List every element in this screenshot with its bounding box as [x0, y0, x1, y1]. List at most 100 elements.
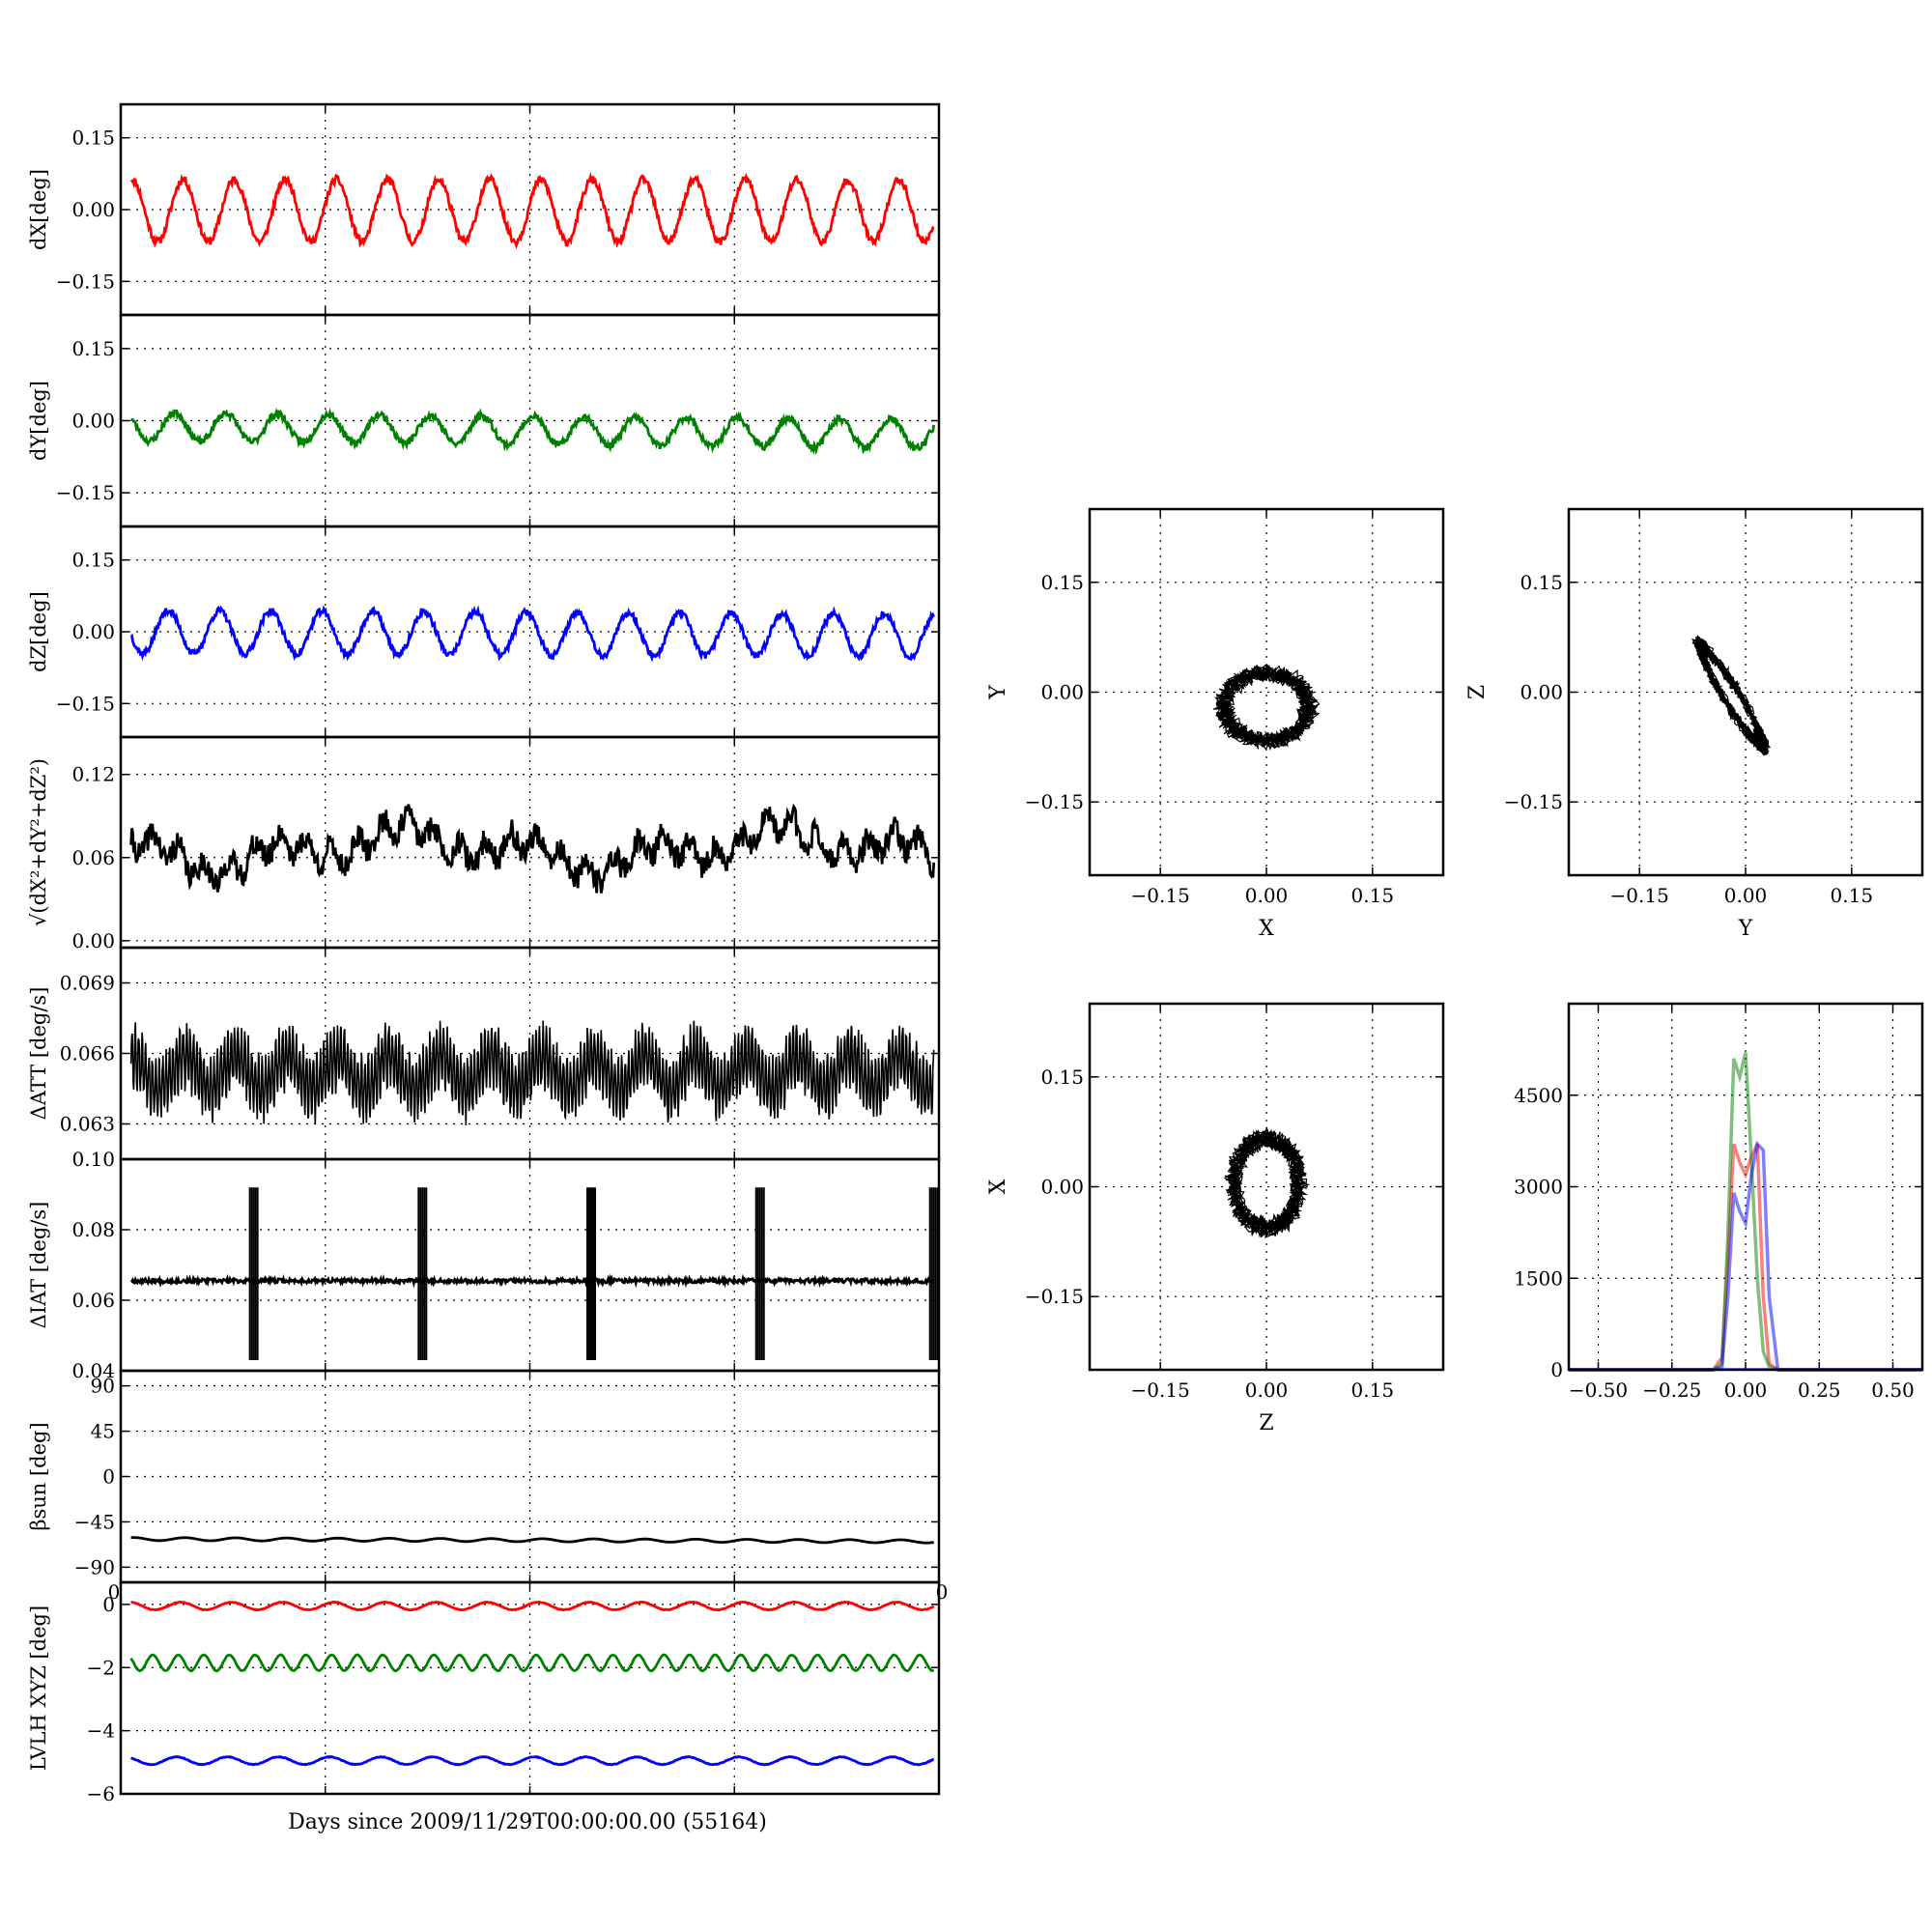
dx-panel: −0.15 0.00 0.15 dX[deg] — [27, 102, 941, 317]
beta-ytick-label: 90 — [91, 1375, 115, 1398]
xy-panel: −0.15 0.00 0.15 −0.15 0.00 0.15 X Y — [986, 507, 1445, 941]
xy-x-axis-label: X — [1259, 917, 1274, 941]
yz-y-axis-label: Z — [1465, 685, 1490, 699]
lvlh-ytick-label: −6 — [87, 1782, 115, 1805]
plot-area: −0.15 0.00 0.15 dX[deg] −0.15 0.00 0.15 dY[deg]… — [27, 102, 1924, 1805]
datt-ytick-label: 0.069 — [60, 972, 115, 995]
stray-tick-label-right: 0 — [936, 1580, 949, 1604]
dtot-ytick-label: 0.12 — [71, 763, 115, 786]
xy-xtick-label: −0.15 — [1131, 884, 1190, 907]
dy-ytick-label: 0.00 — [71, 410, 115, 433]
beta-ytick-label: 45 — [91, 1420, 115, 1443]
lvlh-y-axis-label: LVLH XYZ [deg] — [27, 1605, 50, 1771]
yz-trace — [1690, 635, 1772, 756]
dy-ytick-label: 0.15 — [71, 337, 115, 360]
zx-trace — [1223, 1125, 1311, 1238]
yz-panel: −0.15 0.00 0.15 −0.15 0.00 0.15 Y Z — [1465, 507, 1924, 941]
lvlh-series-0-line — [130, 1600, 935, 1612]
zx-xtick-label: 0.15 — [1351, 1378, 1395, 1402]
yz-ytick-label: 0.15 — [1520, 571, 1563, 594]
zx-xtick-label: 0.00 — [1245, 1378, 1289, 1402]
hist-frame — [1567, 1002, 1924, 1372]
xy-xtick-label: 0.00 — [1245, 884, 1289, 907]
diat-ytick-label: 0.10 — [71, 1148, 115, 1171]
hist-series-0-line — [1569, 1143, 1922, 1372]
diat-series-0-line — [130, 1273, 936, 1289]
yz-ytick-label: −0.15 — [1504, 790, 1563, 813]
dy-series-0-line — [129, 407, 936, 456]
datt-series-0-line — [129, 1020, 935, 1125]
dz-ytick-label: 0.15 — [71, 549, 115, 572]
dz-series-0-line — [130, 605, 935, 663]
beta-ytick-label: −45 — [74, 1510, 115, 1533]
hist-ytick-label: 3000 — [1514, 1176, 1563, 1199]
dx-y-axis-label: dX[deg] — [27, 169, 50, 250]
hist-xtick-label: −0.25 — [1642, 1378, 1701, 1402]
diat-ytick-label: 0.06 — [71, 1289, 115, 1312]
beta-series-0-line — [130, 1536, 934, 1545]
xy-frame — [1088, 507, 1445, 877]
datt-ytick-label: 0.063 — [60, 1113, 115, 1136]
dtot-ytick-label: 0.06 — [71, 846, 115, 869]
diat-ytick-label: 0.04 — [71, 1359, 115, 1382]
xy-xtick-label: 0.15 — [1351, 884, 1395, 907]
zx-x-axis-label: Z — [1259, 1411, 1273, 1435]
x-axis-label: Days since 2009/11/29T00:00:00.00 (55164… — [288, 1810, 767, 1834]
dz-panel: −0.15 0.00 0.15 dZ[deg] — [27, 525, 941, 739]
hist-xtick-label: 0.50 — [1871, 1378, 1915, 1402]
beta-ytick-label: 0 — [102, 1465, 115, 1489]
hist-ytick-label: 4500 — [1514, 1084, 1563, 1107]
zx-frame — [1088, 1002, 1445, 1372]
zx-ytick-label: −0.15 — [1025, 1285, 1084, 1308]
lvlh-ytick-label: −2 — [87, 1656, 115, 1679]
lvlh-ytick-label: 0 — [102, 1593, 115, 1616]
zx-y-axis-label: X — [986, 1179, 1010, 1194]
yz-ytick-label: 0.00 — [1520, 681, 1563, 704]
xy-ytick-label: 0.00 — [1040, 681, 1084, 704]
hist-xtick-label: 0.25 — [1798, 1378, 1841, 1402]
yz-xtick-label: −0.15 — [1610, 884, 1669, 907]
zx-panel: −0.15 0.00 0.15 −0.15 0.00 0.15 Z X — [986, 1002, 1445, 1435]
lvlh-series-1-line — [129, 1653, 934, 1673]
xy-y-axis-label: Y — [986, 685, 1010, 700]
dx-series-0-line — [129, 171, 935, 250]
hist-panel: 0 1500 3000 4500 −0.50 −0.25 0.00 0.25 0.50 — [1514, 1002, 1924, 1402]
datt-panel: 0.063 0.066 0.069 ΔATT [deg/s] — [27, 946, 941, 1161]
dz-y-axis-label: dZ[deg] — [27, 591, 50, 672]
yz-x-axis-label: Y — [1738, 917, 1753, 941]
dtot-y-axis-label: √(dX²+dY²+dZ²) — [27, 758, 50, 926]
dy-y-axis-label: dY[deg] — [27, 381, 50, 461]
datt-ytick-label: 0.066 — [60, 1042, 115, 1065]
dx-ytick-label: 0.15 — [71, 127, 115, 150]
datt-y-axis-label: ΔATT [deg/s] — [27, 987, 50, 1121]
diat-ytick-label: 0.08 — [71, 1218, 115, 1241]
xy-ytick-label: 0.15 — [1040, 571, 1084, 594]
stray-tick-label-left: 0 — [108, 1580, 121, 1604]
dtot-ytick-label: 0.00 — [71, 929, 115, 952]
xy-trace — [1212, 664, 1321, 752]
hist-ytick-label: 1500 — [1514, 1266, 1563, 1290]
yz-xtick-label: 0.00 — [1724, 884, 1768, 907]
dy-panel: −0.15 0.00 0.15 dY[deg] — [27, 313, 941, 528]
dtot-series-0-line — [129, 803, 936, 894]
beta-panel: −90 −45 0 45 90 βsun [deg] — [27, 1369, 941, 1584]
hist-series-2-line — [1569, 1140, 1922, 1372]
yz-frame — [1567, 507, 1924, 877]
zx-ytick-label: 0.00 — [1040, 1176, 1084, 1199]
yz-xtick-label: 0.15 — [1831, 884, 1874, 907]
lvlh-panel: −6 −4 −2 0 LVLH XYZ [deg] — [27, 1580, 941, 1805]
diat-panel: 0.04 0.06 0.08 0.10 ΔIAT [deg/s] — [27, 1148, 941, 1382]
dy-ytick-label: −0.15 — [56, 481, 115, 504]
hist-ytick-label: 0 — [1550, 1358, 1563, 1381]
dtot-panel: 0.00 0.06 0.12 √(dX²+dY²+dZ²) — [27, 735, 941, 952]
hist-xtick-label: 0.00 — [1724, 1378, 1768, 1402]
lvlh-ytick-label: −4 — [87, 1719, 115, 1743]
zx-ytick-label: 0.15 — [1040, 1065, 1084, 1089]
hist-xtick-label: −0.50 — [1569, 1378, 1628, 1402]
beta-ytick-label: −90 — [74, 1555, 115, 1578]
dx-ytick-label: 0.00 — [71, 198, 115, 221]
diat-y-axis-label: ΔIAT [deg/s] — [27, 1202, 50, 1329]
beta-y-axis-label: βsun [deg] — [27, 1422, 50, 1530]
xy-ytick-label: −0.15 — [1025, 790, 1084, 813]
